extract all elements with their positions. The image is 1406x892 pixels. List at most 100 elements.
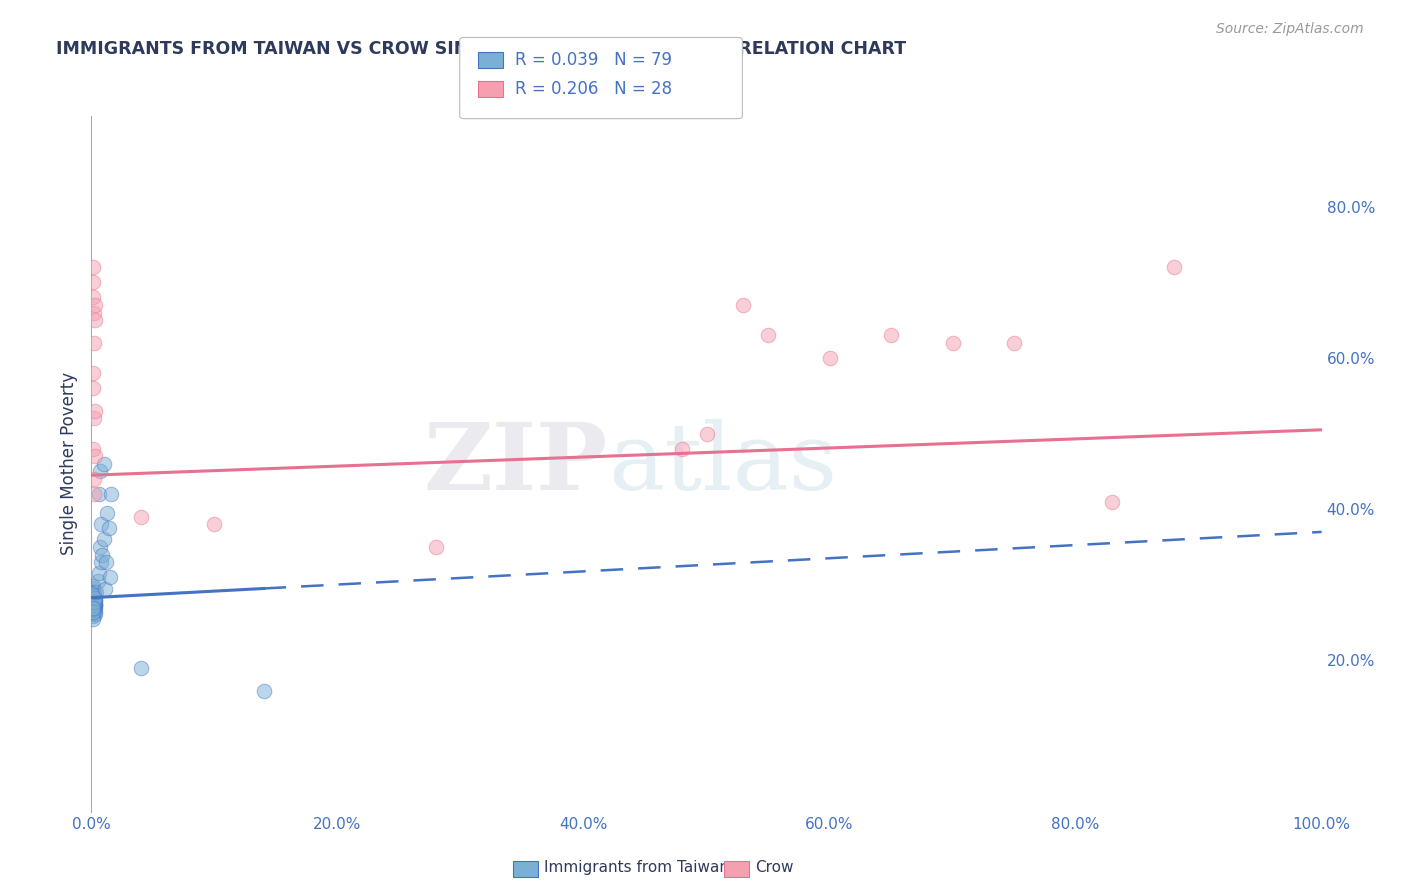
Point [82,602,104,616]
Point [82,381,104,395]
Text: atlas: atlas [607,419,838,508]
Text: Source: ZipAtlas.com: Source: ZipAtlas.com [1216,22,1364,37]
Point [96,555,117,569]
Point [84,599,107,614]
Point [84,591,107,606]
Point [83,589,105,603]
Point [83,601,105,615]
Point [98,570,121,584]
Point [87,566,110,581]
Point [82,605,104,619]
Point [84,597,107,611]
Point [84,603,107,617]
Point [83,596,105,610]
Point [83,472,105,486]
Point [1101,494,1123,508]
Point [83,597,105,611]
Y-axis label: Single Mother Poverty: Single Mother Poverty [59,372,77,556]
Point [129,509,152,524]
Point [83,487,105,501]
Point [89,540,111,554]
Point [82,588,104,602]
Point [82,260,104,275]
Point [84,599,107,613]
Point [756,328,779,343]
Point [96,506,118,520]
Point [733,298,755,312]
Point [82,592,104,607]
Point [83,604,105,618]
Point [695,426,717,441]
Point [83,591,105,605]
Point [82,602,104,616]
Point [82,585,104,599]
Point [425,540,447,554]
Text: ZIP: ZIP [423,419,607,508]
Point [83,601,105,615]
Point [818,351,841,365]
Point [82,612,104,626]
Point [82,590,104,604]
Point [671,442,693,456]
Point [84,450,107,464]
Point [1163,260,1185,275]
Point [82,595,104,609]
Text: Immigrants from Taiwan: Immigrants from Taiwan [544,860,730,874]
Point [83,411,105,425]
Point [86,585,108,599]
Point [82,276,104,290]
Point [84,404,107,418]
Point [82,442,104,456]
Point [83,594,105,608]
Point [84,593,107,607]
Point [82,603,104,617]
Point [100,487,122,501]
Point [82,593,104,607]
Point [82,599,104,613]
Point [83,607,105,622]
Point [82,600,104,615]
Point [82,586,104,600]
Point [84,313,107,327]
Point [83,599,105,613]
Point [82,598,104,612]
Point [82,366,104,380]
Point [1002,335,1025,350]
Point [83,600,105,615]
Point [87,487,110,501]
Point [82,599,104,613]
Point [253,683,276,698]
Point [93,457,115,471]
Point [82,600,104,615]
Point [82,593,104,607]
Point [82,590,104,604]
Point [93,533,115,547]
Text: IMMIGRANTS FROM TAIWAN VS CROW SINGLE MOTHER POVERTY CORRELATION CHART: IMMIGRANTS FROM TAIWAN VS CROW SINGLE MO… [56,40,907,58]
Point [83,605,105,619]
Point [83,305,105,319]
Point [83,584,105,599]
Point [86,574,108,588]
Point [202,517,225,532]
Point [82,608,104,623]
Text: Crow: Crow [755,860,793,874]
Point [83,335,105,350]
Point [82,290,104,304]
Point [90,517,112,532]
Point [83,597,105,611]
Point [880,328,903,343]
Point [82,579,104,593]
Text: R = 0.039   N = 79: R = 0.039 N = 79 [515,51,672,69]
Point [83,606,105,620]
Point [82,592,104,607]
Point [82,604,104,618]
Point [82,589,104,603]
Point [90,555,112,569]
Point [84,593,107,607]
Point [84,298,107,312]
Point [83,594,105,608]
Point [83,589,105,603]
Point [82,596,104,610]
Point [82,593,104,607]
Point [84,607,107,621]
